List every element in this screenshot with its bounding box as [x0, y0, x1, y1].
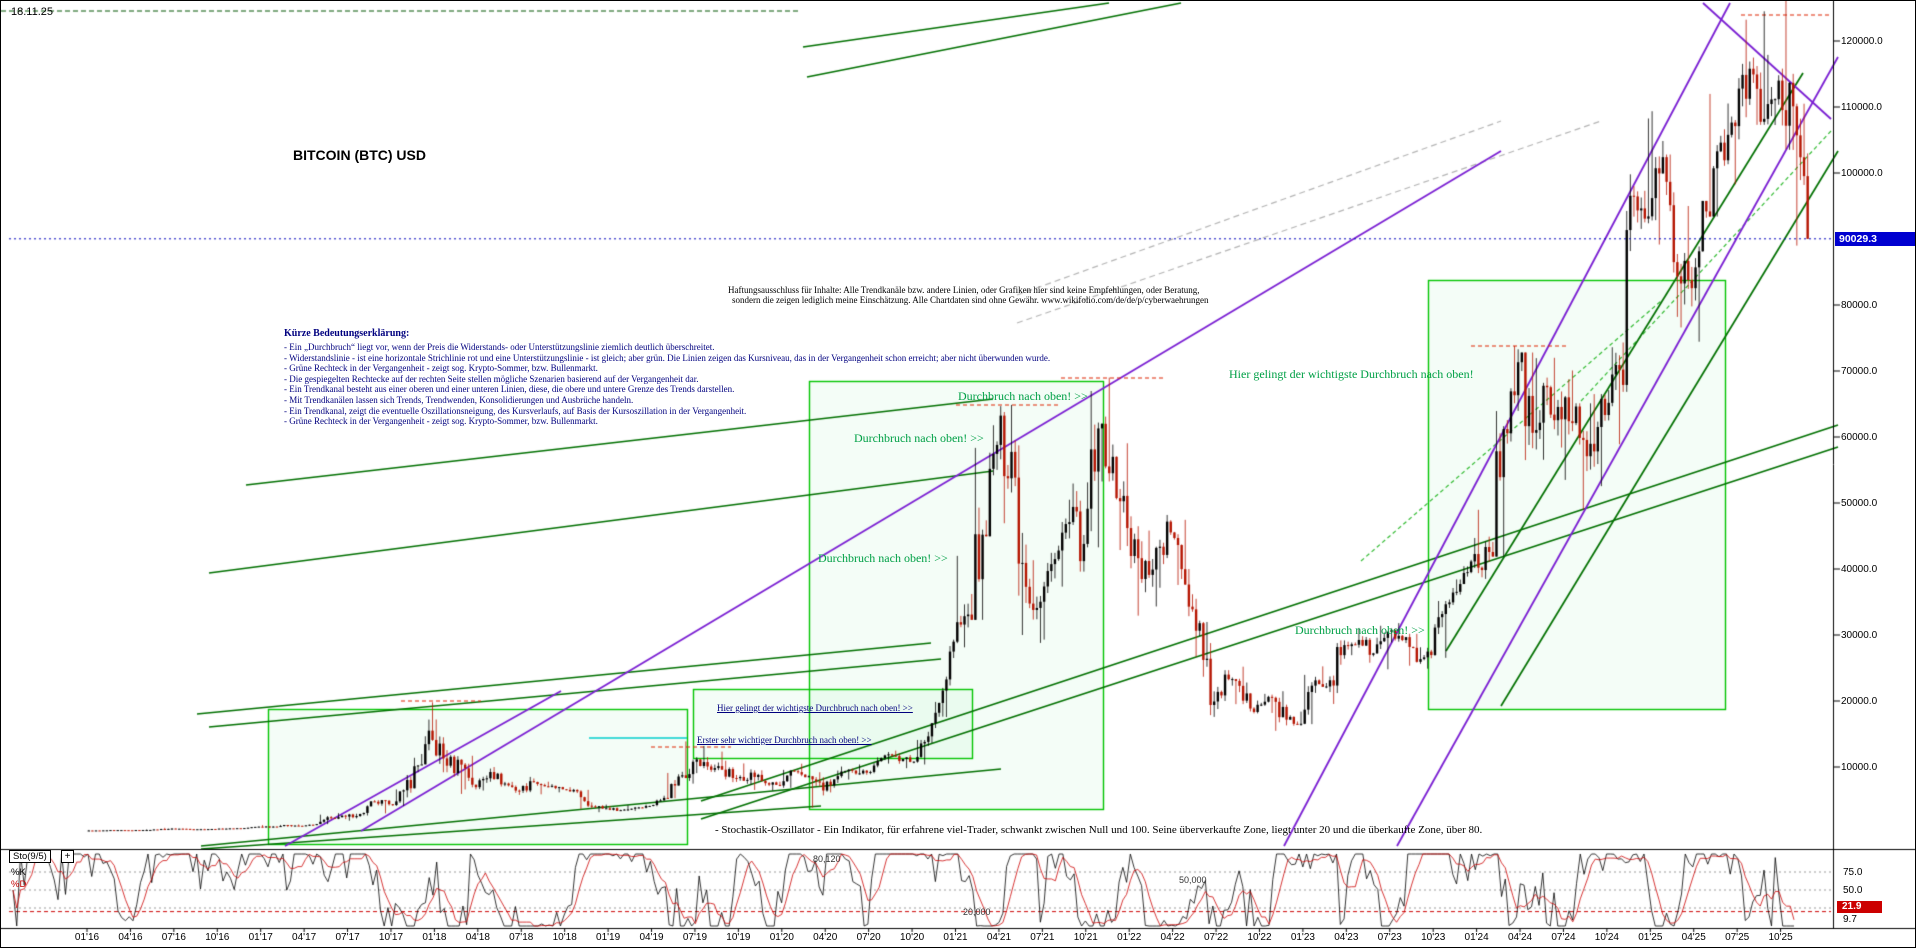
price-axis-label: 20000.0: [1841, 696, 1878, 707]
time-axis-label: 07'21: [1030, 932, 1055, 943]
price-axis-label: 10000.0: [1841, 762, 1878, 773]
time-axis-label: 04'22: [1160, 932, 1185, 943]
disclaimer-line-2: sondern die zeigen lediglich meine Einsc…: [732, 295, 1209, 305]
time-axis-label: 10'20: [899, 932, 925, 943]
first-breakout-small-annotation: Erster sehr wichtiger Durchbruch nach ob…: [697, 735, 872, 745]
time-axis-label: 07'24: [1551, 932, 1576, 943]
time-axis-label: 07'19: [682, 932, 708, 943]
time-axis-label: 01'22: [1117, 932, 1142, 943]
price-axis-label: 60000.0: [1841, 432, 1878, 443]
time-axis-label: 01'21: [943, 932, 968, 943]
last-price-badge: 90029.3: [1835, 232, 1915, 246]
time-axis-label: 01'18: [422, 932, 447, 943]
price-axis-label: 80000.0: [1841, 300, 1878, 311]
time-axis-label: 10'22: [1247, 932, 1272, 943]
time-axis-label: 01'23: [1290, 932, 1315, 943]
time-axis-label: 10'17: [378, 932, 404, 943]
price-axis-label: 100000.0: [1841, 168, 1883, 179]
time-axis-label: 07'25: [1725, 932, 1750, 943]
breakout-annotation-4: Durchbruch nach oben! >>: [1295, 623, 1425, 637]
time-axis-label: 07'23: [1377, 932, 1402, 943]
time-axis-label: 04'25: [1681, 932, 1706, 943]
time-axis-label: 04'17: [292, 932, 317, 943]
time-axis-label: 10'18: [552, 932, 577, 943]
time-axis-label: 01'24: [1464, 932, 1489, 943]
time-axis-label: 10'16: [205, 932, 230, 943]
time-axis-label: 10'21: [1073, 932, 1098, 943]
oscillator-mid-level-label: 50,000: [1179, 875, 1207, 885]
time-axis-label: 10'23: [1421, 932, 1446, 943]
breakout-annotation-3: Durchbruch nach oben! >>: [818, 551, 948, 565]
price-axis-label: 50000.0: [1841, 498, 1878, 509]
oscillator-upper-level-label: 80,120: [813, 854, 841, 864]
time-axis-label: 04'23: [1334, 932, 1359, 943]
time-axis-label: 01'16: [74, 932, 100, 943]
legend-item: - Ein „Durchbruch“ liegt vor, wenn der P…: [284, 342, 715, 352]
important-breakout-small-annotation: Hier gelingt der wichtigste Durchbruch n…: [717, 703, 913, 713]
time-axis-label: 07'18: [509, 932, 534, 943]
legend-item: - Ein Trendkanal, zeigt die eventuelle O…: [284, 405, 747, 416]
legend-heading: Kürze Bedeutungserklärung:: [284, 328, 410, 339]
legend-item: - Grüne Rechteck in der Vergangenheit - …: [284, 363, 598, 374]
time-axis-label: 01'25: [1638, 932, 1663, 943]
oscillator-axis-label: 75.0: [1843, 867, 1863, 878]
time-axis-label: 01'17: [248, 932, 273, 943]
stochastic-indicator-button[interactable]: Sto(9/5): [9, 850, 51, 863]
chart-date-label: 18.11.25: [11, 6, 54, 18]
price-axis-label: 40000.0: [1841, 564, 1878, 575]
time-axis-label: 07'20: [856, 932, 881, 943]
time-axis-label: 04'24: [1507, 932, 1533, 943]
time-axis-label: 04'20: [813, 932, 838, 943]
time-axis-label: 10'24: [1594, 932, 1619, 943]
legend-item: - Die gespiegelten Rechtecke auf der rec…: [284, 373, 699, 384]
disclaimer-line-1: Haftungsausschluss für Inhalte: Alle Tre…: [728, 285, 1200, 295]
legend-item: - Mit Trendkanälen lassen sich Trends, T…: [284, 394, 634, 405]
oscillator-description-note: - Stochastik-Oszillator - Ein Indikator,…: [715, 824, 1483, 836]
stochastic-k-label: %K: [11, 867, 26, 878]
time-axis-label: 04'19: [639, 932, 664, 943]
time-axis-label: 04'21: [986, 932, 1011, 943]
oscillator-d-badge: 21.9: [1837, 901, 1882, 913]
main-breakout-annotation: Hier gelingt der wichtigste Durchbruch n…: [1229, 367, 1474, 381]
price-axis-label: 120000.0: [1841, 36, 1883, 47]
legend-item: - Widerstandslinie - ist eine horizontal…: [284, 352, 1051, 363]
time-axis-label: 01'20: [769, 932, 794, 943]
legend-item: - Ein Trendkanal besteht aus einer obere…: [284, 384, 735, 395]
price-axis-label: 110000.0: [1841, 102, 1882, 113]
indicator-add-button[interactable]: +: [61, 850, 74, 863]
time-axis-label: 04'16: [118, 932, 143, 943]
oscillator-k-value: 9.7: [1843, 914, 1857, 925]
oscillator-axis-label: 50.0: [1843, 885, 1863, 896]
oscillator-lower-level-label: 20,000: [963, 907, 991, 917]
time-axis-label: 01'19: [596, 932, 621, 943]
price-axis-label: 70000.0: [1841, 366, 1878, 377]
breakout-annotation-2: Durchbruch nach oben! >>: [958, 389, 1088, 403]
instrument-title: BITCOIN (BTC) USD: [293, 147, 426, 163]
price-axis-label: 30000.0: [1841, 630, 1878, 641]
time-axis-label: 07'17: [335, 932, 360, 943]
time-axis-label: 07'22: [1203, 932, 1229, 943]
breakout-annotation-1: Durchbruch nach oben! >>: [854, 431, 984, 445]
legend-list: - Ein „Durchbruch“ liegt vor, wenn der P…: [284, 342, 1050, 427]
stochastic-d-label: %D: [11, 879, 27, 890]
time-axis-label: 07'16: [161, 932, 186, 943]
time-axis-label: 10'25: [1768, 932, 1793, 943]
legend-item: - Grüne Rechteck in der Vergangenheit - …: [284, 416, 598, 427]
time-axis-label: 04'18: [465, 932, 490, 943]
time-axis-label: 10'19: [726, 932, 751, 943]
